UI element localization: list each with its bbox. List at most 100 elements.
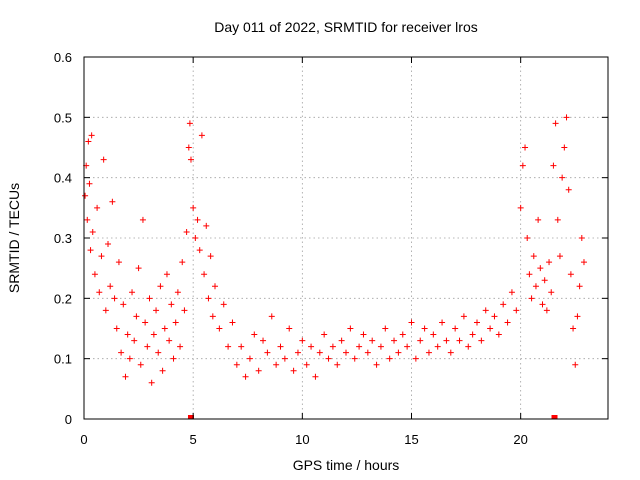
data-point: [369, 337, 376, 344]
data-point: [207, 253, 214, 260]
data-point: [290, 367, 297, 374]
data-point: [142, 319, 149, 326]
data-point: [478, 337, 485, 344]
data-point: [87, 247, 94, 254]
data-point: [294, 349, 301, 356]
data-point: [277, 343, 284, 350]
x-tick-label: 0: [80, 432, 87, 447]
data-point: [325, 355, 332, 362]
data-point: [386, 355, 393, 362]
data-point: [251, 331, 258, 338]
y-axis-label: SRMTID / TECUs: [6, 183, 22, 293]
data-point: [559, 174, 566, 181]
data-point: [430, 331, 437, 338]
data-point: [399, 331, 406, 338]
data-point: [148, 379, 155, 386]
data-point: [190, 204, 197, 211]
data-point: [94, 204, 101, 211]
data-point: [192, 235, 199, 241]
data-point: [532, 283, 539, 290]
data-point: [563, 114, 570, 121]
data-point: [181, 307, 188, 314]
x-tick-label: 5: [190, 432, 197, 447]
data-point: [122, 373, 129, 380]
data-point: [139, 216, 146, 223]
data-point: [135, 265, 142, 272]
data-point: [88, 132, 95, 139]
data-point: [146, 295, 153, 302]
data-point: [220, 301, 227, 308]
data-point: [196, 247, 203, 254]
data-point: [242, 373, 249, 380]
data-point: [124, 331, 131, 338]
data-point: [185, 144, 192, 151]
data-point: [187, 156, 194, 163]
data-point: [537, 265, 544, 272]
data-point: [334, 361, 341, 368]
data-point: [229, 319, 236, 326]
data-point: [495, 331, 502, 338]
data-point: [170, 355, 177, 362]
data-point: [89, 228, 96, 235]
data-point: [105, 241, 112, 248]
data-point: [554, 216, 561, 223]
data-point: [216, 325, 223, 332]
data-point: [360, 331, 367, 338]
baseline-outlier-marker: [551, 415, 558, 419]
data-point: [168, 301, 175, 308]
data-point: [303, 361, 310, 368]
data-point: [177, 343, 184, 350]
data-point: [102, 307, 109, 314]
data-points: [82, 114, 587, 419]
data-point: [500, 301, 507, 308]
data-point: [174, 289, 181, 296]
data-point: [539, 301, 546, 308]
data-point: [351, 355, 358, 362]
y-tick-label: 0: [65, 412, 72, 427]
data-point: [417, 337, 424, 344]
data-point: [157, 283, 164, 290]
y-tick-label: 0.5: [54, 110, 72, 125]
axis-ticks: 0 0.1 0.2 0.3 0.4 0.5 0.6 0 5 10 15 20: [54, 50, 608, 447]
data-point: [373, 361, 380, 368]
data-point: [205, 295, 212, 302]
data-point: [155, 349, 162, 356]
data-point: [565, 186, 572, 193]
x-tick-label: 10: [295, 432, 309, 447]
data-point: [443, 337, 450, 344]
data-point: [113, 325, 120, 332]
data-point: [526, 271, 533, 278]
data-point: [268, 313, 275, 320]
data-point: [286, 325, 293, 332]
data-point: [546, 259, 553, 266]
data-point: [118, 349, 125, 356]
data-point: [82, 192, 89, 199]
data-point: [574, 313, 581, 320]
data-point: [163, 271, 170, 278]
data-point: [447, 349, 454, 356]
data-point: [535, 216, 542, 223]
data-point: [100, 156, 107, 163]
data-point: [541, 277, 548, 284]
data-point: [183, 228, 190, 235]
x-tick-label: 15: [404, 432, 418, 447]
data-point: [439, 319, 446, 326]
data-point: [201, 271, 208, 278]
data-point: [186, 120, 193, 127]
grid-lines: [84, 57, 608, 419]
data-point: [144, 343, 151, 350]
y-tick-label: 0.1: [54, 352, 72, 367]
data-point: [552, 120, 559, 127]
data-point: [508, 289, 515, 296]
data-point: [107, 283, 114, 290]
data-point: [460, 313, 467, 320]
y-tick-label: 0.2: [54, 291, 72, 306]
data-point: [561, 144, 568, 151]
data-point: [522, 144, 529, 151]
data-point: [209, 313, 216, 320]
x-axis-label: GPS time / hours: [293, 457, 400, 473]
data-point: [111, 295, 118, 302]
data-point: [377, 343, 384, 350]
data-point: [434, 343, 441, 350]
